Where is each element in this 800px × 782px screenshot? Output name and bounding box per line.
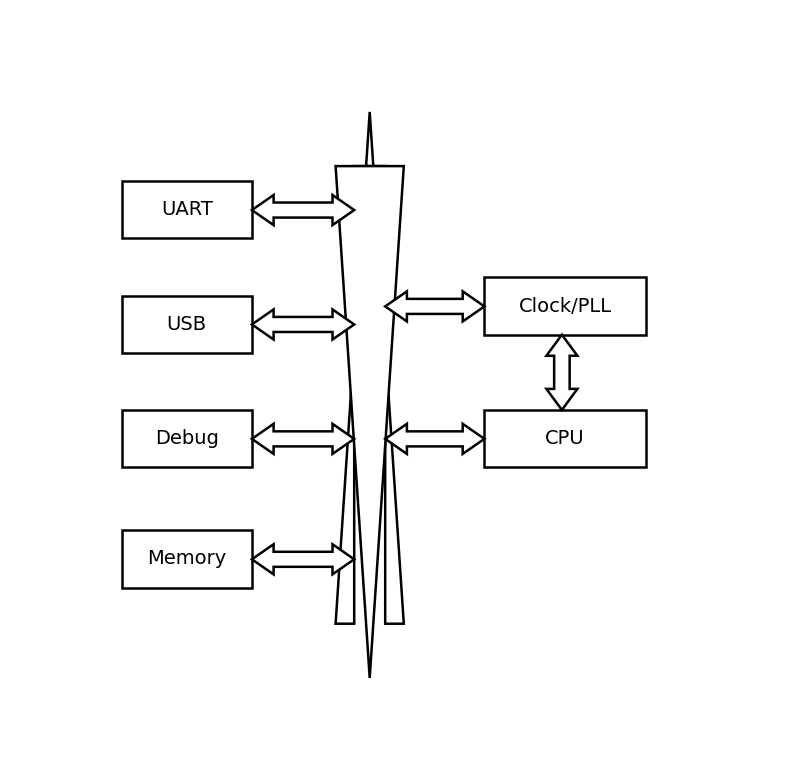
Text: Memory: Memory: [147, 550, 226, 569]
Text: Clock/PLL: Clock/PLL: [518, 296, 611, 316]
Polygon shape: [546, 335, 578, 410]
Text: Debug: Debug: [155, 429, 218, 448]
Text: UART: UART: [161, 200, 213, 219]
Polygon shape: [386, 424, 485, 454]
Polygon shape: [336, 112, 404, 624]
Polygon shape: [252, 544, 354, 574]
Bar: [122, 410, 252, 467]
Polygon shape: [386, 292, 485, 321]
Bar: [485, 410, 646, 467]
Bar: [485, 278, 646, 335]
Text: CPU: CPU: [545, 429, 585, 448]
Polygon shape: [252, 424, 354, 454]
Bar: [122, 296, 252, 353]
Polygon shape: [252, 310, 354, 339]
Polygon shape: [336, 166, 404, 678]
Bar: [122, 530, 252, 587]
Polygon shape: [252, 195, 354, 225]
Bar: [122, 181, 252, 239]
Text: USB: USB: [166, 314, 207, 334]
